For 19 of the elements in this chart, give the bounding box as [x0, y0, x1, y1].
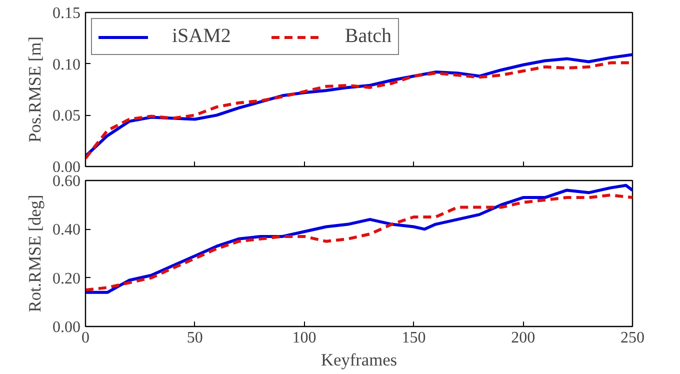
y-axis-title: Pos.RMSE [m] [26, 36, 44, 142]
y-tick-label: 0.00 [52, 319, 80, 336]
x-tick-label: 100 [292, 330, 316, 346]
legend-label: Batch [344, 25, 392, 48]
y-tick-label: 0.00 [52, 159, 80, 176]
y-tick-label: 0.15 [52, 5, 80, 22]
legend-label: iSAM2 [172, 25, 231, 48]
x-axis-title: Keyframes [320, 350, 398, 370]
y-tick-label: 0.10 [52, 56, 80, 74]
y-tick-label: 0.05 [52, 108, 80, 125]
x-tick-label: 250 [620, 330, 644, 346]
x-tick-label: 150 [402, 330, 426, 346]
x-tick-label: 200 [511, 330, 536, 346]
x-tick-label: 50 [186, 330, 203, 346]
y-tick-label: 0.20 [52, 270, 80, 288]
y-axis-title: Rot.RMSE [deg] [26, 194, 44, 312]
x-tick-label: 0 [82, 330, 90, 346]
y-tick-label: 0.40 [52, 222, 80, 239]
y-tick-label: 0.60 [52, 173, 80, 190]
